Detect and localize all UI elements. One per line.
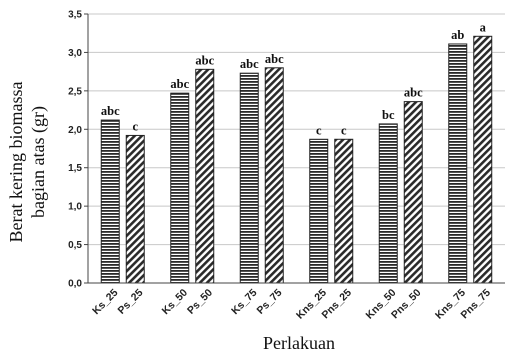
bar-ps-25 [125, 134, 145, 284]
significance-letter: a [480, 20, 487, 34]
bar-ps-75 [264, 67, 284, 284]
significance-letter: abc [195, 53, 214, 67]
y-tick-labels: 0,0 0,5 1,0 1,5 2,0 2,5 3,0 3,5 [68, 10, 88, 290]
significance-letter: abc [101, 104, 120, 118]
x-tick-label: Ps_50 [185, 287, 215, 317]
significance-letter: bc [382, 108, 395, 122]
significance-letter: c [341, 123, 347, 137]
bar-pns-75 [473, 35, 493, 284]
x-tick-label: Ps_75 [255, 287, 285, 317]
x-axis-title: Perlakuan [263, 333, 335, 353]
bar-kns-25 [309, 138, 329, 284]
bars [100, 35, 493, 284]
y-tick-label: 2,5 [68, 86, 82, 97]
gridlines [88, 13, 505, 246]
y-tick-label: 0,5 [68, 240, 82, 251]
significance-letter: abc [240, 57, 259, 71]
y-tick-label: 2,0 [68, 125, 82, 136]
y-tick-label: 1,0 [68, 202, 82, 213]
y-tick-label: 3,0 [68, 48, 82, 59]
significance-letter: abc [404, 86, 423, 100]
x-tick-label: Ks_50 [160, 287, 190, 317]
bar-pns-25 [334, 138, 354, 284]
significance-letter: abc [265, 52, 284, 66]
x-tick-label: Ks_75 [229, 287, 259, 317]
bar-ks-25 [100, 119, 120, 284]
y-axis-title-line-2: bagian atas (gr) [28, 106, 49, 218]
bar-kns-50 [378, 123, 398, 284]
x-tick-label: Ps_25 [116, 287, 146, 317]
y-tick-label: 1,5 [68, 163, 82, 174]
y-axis-title-line-1: Berat kering biomassa [6, 82, 26, 243]
significance-letter: ab [451, 28, 464, 42]
bar-pns-50 [403, 101, 423, 284]
y-tick-label: 3,5 [68, 10, 82, 21]
significance-letter: c [132, 119, 138, 133]
bar-ps-50 [195, 68, 215, 284]
bar-ks-50 [170, 92, 190, 284]
bar-kns-75 [448, 43, 468, 284]
x-tick-label: Ks_25 [90, 287, 120, 317]
y-tick-label: 0,0 [68, 279, 82, 290]
bar-ks-75 [239, 72, 259, 284]
significance-letter: c [316, 123, 322, 137]
significance-letter: abc [170, 77, 189, 91]
